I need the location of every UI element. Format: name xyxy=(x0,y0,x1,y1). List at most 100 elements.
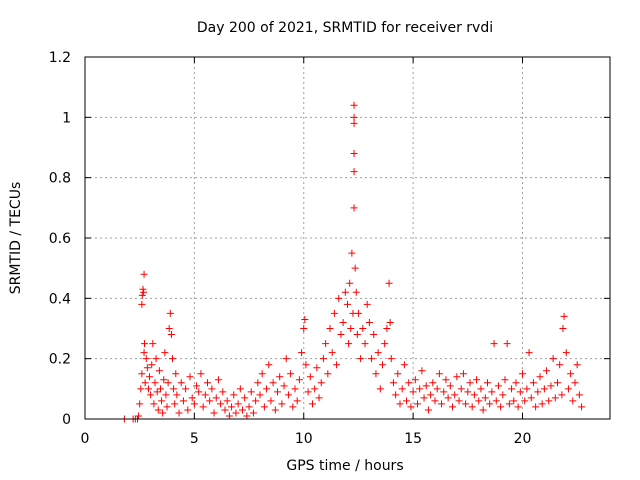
data-point xyxy=(219,388,227,396)
data-point xyxy=(179,397,187,405)
data-point xyxy=(488,388,496,396)
data-point xyxy=(269,379,277,387)
data-point xyxy=(440,388,448,396)
data-point xyxy=(190,400,198,408)
data-point xyxy=(455,397,463,405)
data-point xyxy=(243,412,251,420)
data-point xyxy=(438,400,446,408)
data-point xyxy=(239,406,246,414)
data-point xyxy=(206,397,214,405)
data-point xyxy=(396,400,404,408)
data-point xyxy=(379,361,386,369)
data-point xyxy=(481,394,489,402)
data-point xyxy=(335,294,343,302)
data-point xyxy=(346,279,354,287)
data-point xyxy=(540,385,548,393)
data-point xyxy=(350,204,358,212)
data-point xyxy=(442,376,450,384)
data-point xyxy=(184,406,192,414)
data-point xyxy=(571,379,579,387)
data-point xyxy=(365,318,373,326)
data-point xyxy=(385,279,393,287)
data-point xyxy=(333,361,341,369)
data-point xyxy=(424,406,432,414)
data-point xyxy=(143,364,151,372)
data-point xyxy=(186,373,194,381)
data-point xyxy=(352,288,360,296)
data-point xyxy=(492,397,500,405)
x-tick-label: 10 xyxy=(295,431,313,447)
data-point xyxy=(516,388,524,396)
data-point xyxy=(188,394,196,402)
data-point xyxy=(473,376,481,384)
data-point xyxy=(177,379,185,387)
data-point xyxy=(195,388,203,396)
data-point xyxy=(405,379,413,387)
data-point xyxy=(282,355,290,363)
data-point xyxy=(521,397,529,405)
data-point xyxy=(422,382,430,390)
data-point xyxy=(429,379,437,387)
data-point xyxy=(142,355,150,363)
data-point xyxy=(236,385,244,393)
data-point xyxy=(387,355,395,363)
data-point xyxy=(315,394,323,402)
data-point xyxy=(153,388,161,396)
data-point xyxy=(170,385,178,393)
data-point xyxy=(256,391,264,399)
data-point xyxy=(392,391,400,399)
data-point xyxy=(306,373,314,381)
data-point xyxy=(543,367,551,375)
data-point xyxy=(141,340,148,348)
data-point xyxy=(146,373,154,381)
data-point xyxy=(435,370,443,378)
data-point xyxy=(280,382,288,390)
y-tick-label: 1 xyxy=(62,110,71,126)
data-point xyxy=(138,300,146,308)
data-point xyxy=(328,349,336,357)
y-tick-label: 0.8 xyxy=(49,171,71,187)
data-point xyxy=(302,361,310,369)
data-point xyxy=(394,370,402,378)
data-point xyxy=(339,318,347,326)
data-point xyxy=(407,403,415,411)
data-point xyxy=(341,288,349,296)
data-point xyxy=(135,412,143,420)
data-point xyxy=(403,397,411,405)
data-point xyxy=(475,397,483,405)
data-point xyxy=(361,340,369,348)
data-point xyxy=(427,391,435,399)
data-point xyxy=(245,403,253,411)
data-point xyxy=(173,391,181,399)
data-point xyxy=(171,400,179,408)
data-point xyxy=(383,325,391,332)
data-point xyxy=(527,394,535,402)
data-point xyxy=(265,361,273,369)
data-point xyxy=(165,325,173,332)
data-point xyxy=(149,340,157,348)
data-point xyxy=(547,382,555,390)
data-point xyxy=(556,361,564,369)
data-point xyxy=(140,349,148,357)
data-point xyxy=(249,409,257,417)
data-point xyxy=(324,370,332,378)
data-point xyxy=(573,361,581,369)
data-point xyxy=(298,349,306,357)
data-point xyxy=(350,168,358,176)
y-axis-label: SRMTID / TECUs xyxy=(8,182,24,295)
data-point xyxy=(311,385,319,393)
data-point xyxy=(372,370,380,378)
data-point xyxy=(538,400,546,408)
data-point xyxy=(210,409,218,417)
y-tick-label: 0.6 xyxy=(49,231,71,247)
data-point xyxy=(525,349,533,357)
data-point xyxy=(225,412,233,420)
data-point xyxy=(462,400,470,408)
data-point xyxy=(350,101,358,109)
data-point xyxy=(322,340,330,348)
data-point xyxy=(510,397,518,405)
data-point xyxy=(230,391,238,399)
data-point xyxy=(326,325,334,332)
data-point xyxy=(345,340,353,348)
data-point xyxy=(271,406,279,414)
